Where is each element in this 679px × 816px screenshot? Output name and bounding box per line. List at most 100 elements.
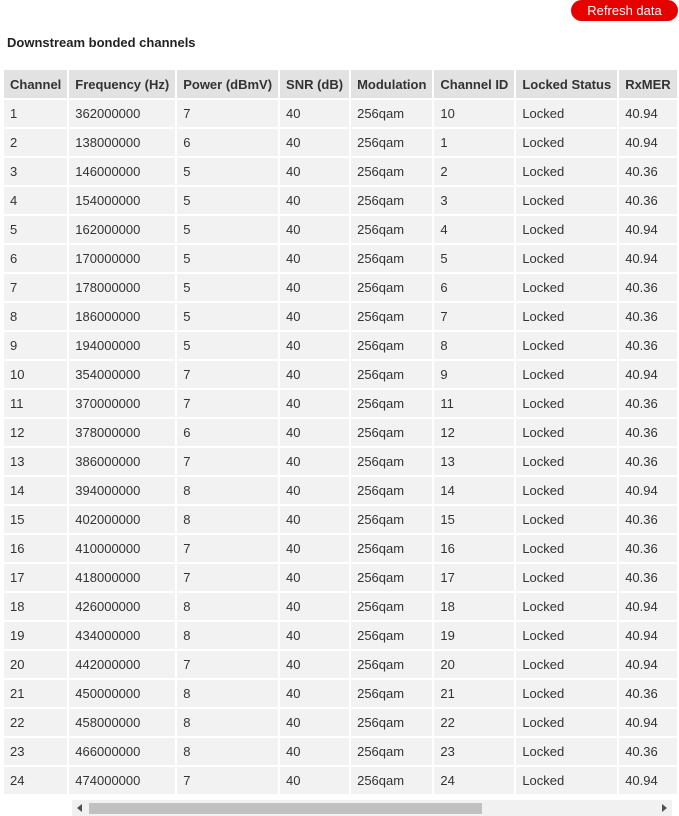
table-cell: 22 — [434, 709, 515, 736]
table-row: 14 394000000 8 40 256qam 14 Locked 40.94 — [4, 477, 677, 504]
table-cell: 256qam — [351, 332, 433, 359]
table-cell: 40.36 — [619, 274, 677, 301]
table-cell: 40.94 — [619, 361, 677, 388]
table-cell: Locked — [516, 506, 618, 533]
table-cell: Locked — [516, 622, 618, 649]
table-row: 3 146000000 5 40 256qam 2 Locked 40.36 — [4, 158, 677, 185]
table-cell: 474000000 — [69, 767, 176, 794]
table-cell: 11 — [434, 390, 515, 417]
table-cell: 194000000 — [69, 332, 176, 359]
table-cell: 256qam — [351, 535, 433, 562]
table-cell: 11 — [4, 390, 68, 417]
table-cell: 40 — [280, 651, 350, 678]
table-cell: 466000000 — [69, 738, 176, 765]
table-cell: 418000000 — [69, 564, 176, 591]
table-cell: 256qam — [351, 709, 433, 736]
table-cell: 24 — [4, 767, 68, 794]
table-row: 10 354000000 7 40 256qam 9 Locked 40.94 — [4, 361, 677, 388]
table-cell: Locked — [516, 332, 618, 359]
table-cell: 6 — [177, 419, 279, 446]
table-cell: 256qam — [351, 390, 433, 417]
table-cell: 14 — [434, 477, 515, 504]
table-cell: 434000000 — [69, 622, 176, 649]
table-cell: 40 — [280, 216, 350, 243]
table-cell: 410000000 — [69, 535, 176, 562]
table-cell: Locked — [516, 303, 618, 330]
table-cell: 146000000 — [69, 158, 176, 185]
table-cell: 378000000 — [69, 419, 176, 446]
table-cell: 17 — [434, 564, 515, 591]
table-cell: Locked — [516, 100, 618, 127]
table-cell: 256qam — [351, 448, 433, 475]
table-cell: 19 — [434, 622, 515, 649]
table-cell: 5 — [4, 216, 68, 243]
table-cell: 402000000 — [69, 506, 176, 533]
table-cell: 8 — [4, 303, 68, 330]
table-cell: 7 — [434, 303, 515, 330]
table-cell: Locked — [516, 158, 618, 185]
table-cell: 40.94 — [619, 245, 677, 272]
table-cell: Locked — [516, 419, 618, 446]
table-cell: 40.94 — [619, 651, 677, 678]
table-row: 2 138000000 6 40 256qam 1 Locked 40.94 — [4, 129, 677, 156]
table-cell: 40.36 — [619, 506, 677, 533]
table-row: 19 434000000 8 40 256qam 19 Locked 40.94 — [4, 622, 677, 649]
refresh-button[interactable]: Refresh data — [571, 0, 678, 21]
table-cell: 7 — [177, 535, 279, 562]
table-cell: 8 — [177, 477, 279, 504]
scroll-left-arrow[interactable] — [77, 804, 82, 812]
column-header: RxMER — [619, 70, 677, 98]
table-body: 1 362000000 7 40 256qam 10 Locked 40.94 2 1380000… — [4, 100, 677, 794]
table-cell: 40.36 — [619, 738, 677, 765]
table-cell: 5 — [177, 245, 279, 272]
table-cell: 40.36 — [619, 535, 677, 562]
table-cell: 256qam — [351, 651, 433, 678]
table-row: 9 194000000 5 40 256qam 8 Locked 40.36 — [4, 332, 677, 359]
table-row: 8 186000000 5 40 256qam 7 Locked 40.36 — [4, 303, 677, 330]
table-row: 17 418000000 7 40 256qam 17 Locked 40.36 — [4, 564, 677, 591]
table-cell: 3 — [4, 158, 68, 185]
table-row: 20 442000000 7 40 256qam 20 Locked 40.94 — [4, 651, 677, 678]
table-row: 5 162000000 5 40 256qam 4 Locked 40.94 — [4, 216, 677, 243]
table-cell: Locked — [516, 390, 618, 417]
table-cell: 21 — [4, 680, 68, 707]
table-cell: Locked — [516, 564, 618, 591]
table-cell: 162000000 — [69, 216, 176, 243]
table-cell: 13 — [4, 448, 68, 475]
table-row: 13 386000000 7 40 256qam 13 Locked 40.36 — [4, 448, 677, 475]
table-cell: 40 — [280, 593, 350, 620]
table-cell: 5 — [434, 245, 515, 272]
table-cell: 21 — [434, 680, 515, 707]
table-cell: 5 — [177, 216, 279, 243]
channel-table: Channel Frequency (Hz) Power (dBmV) SNR (dB… — [2, 68, 679, 796]
table-cell: 19 — [4, 622, 68, 649]
table-cell: 2 — [4, 129, 68, 156]
table-cell: 40.94 — [619, 129, 677, 156]
table-cell: 7 — [4, 274, 68, 301]
table-cell: 40 — [280, 419, 350, 446]
table-cell: 40.94 — [619, 100, 677, 127]
table-cell: 40 — [280, 100, 350, 127]
table-cell: 40 — [280, 390, 350, 417]
table-cell: 20 — [434, 651, 515, 678]
scroll-thumb[interactable] — [89, 803, 482, 814]
table-cell: 256qam — [351, 274, 433, 301]
table-cell: 256qam — [351, 129, 433, 156]
table-cell: Locked — [516, 680, 618, 707]
table-cell: 256qam — [351, 100, 433, 127]
table-cell: Locked — [516, 709, 618, 736]
table-row: 16 410000000 7 40 256qam 16 Locked 40.36 — [4, 535, 677, 562]
table-row: 23 466000000 8 40 256qam 23 Locked 40.36 — [4, 738, 677, 765]
scroll-right-arrow[interactable] — [662, 804, 667, 812]
table-row: 15 402000000 8 40 256qam 15 Locked 40.36 — [4, 506, 677, 533]
table-row: 22 458000000 8 40 256qam 22 Locked 40.94 — [4, 709, 677, 736]
table-cell: 40 — [280, 187, 350, 214]
column-header: Modulation — [351, 70, 433, 98]
table-cell: Locked — [516, 361, 618, 388]
table-cell: 3 — [434, 187, 515, 214]
table-cell: 256qam — [351, 158, 433, 185]
horizontal-scrollbar[interactable] — [72, 800, 672, 816]
table-cell: 13 — [434, 448, 515, 475]
table-cell: 7 — [177, 651, 279, 678]
table-cell: 12 — [4, 419, 68, 446]
